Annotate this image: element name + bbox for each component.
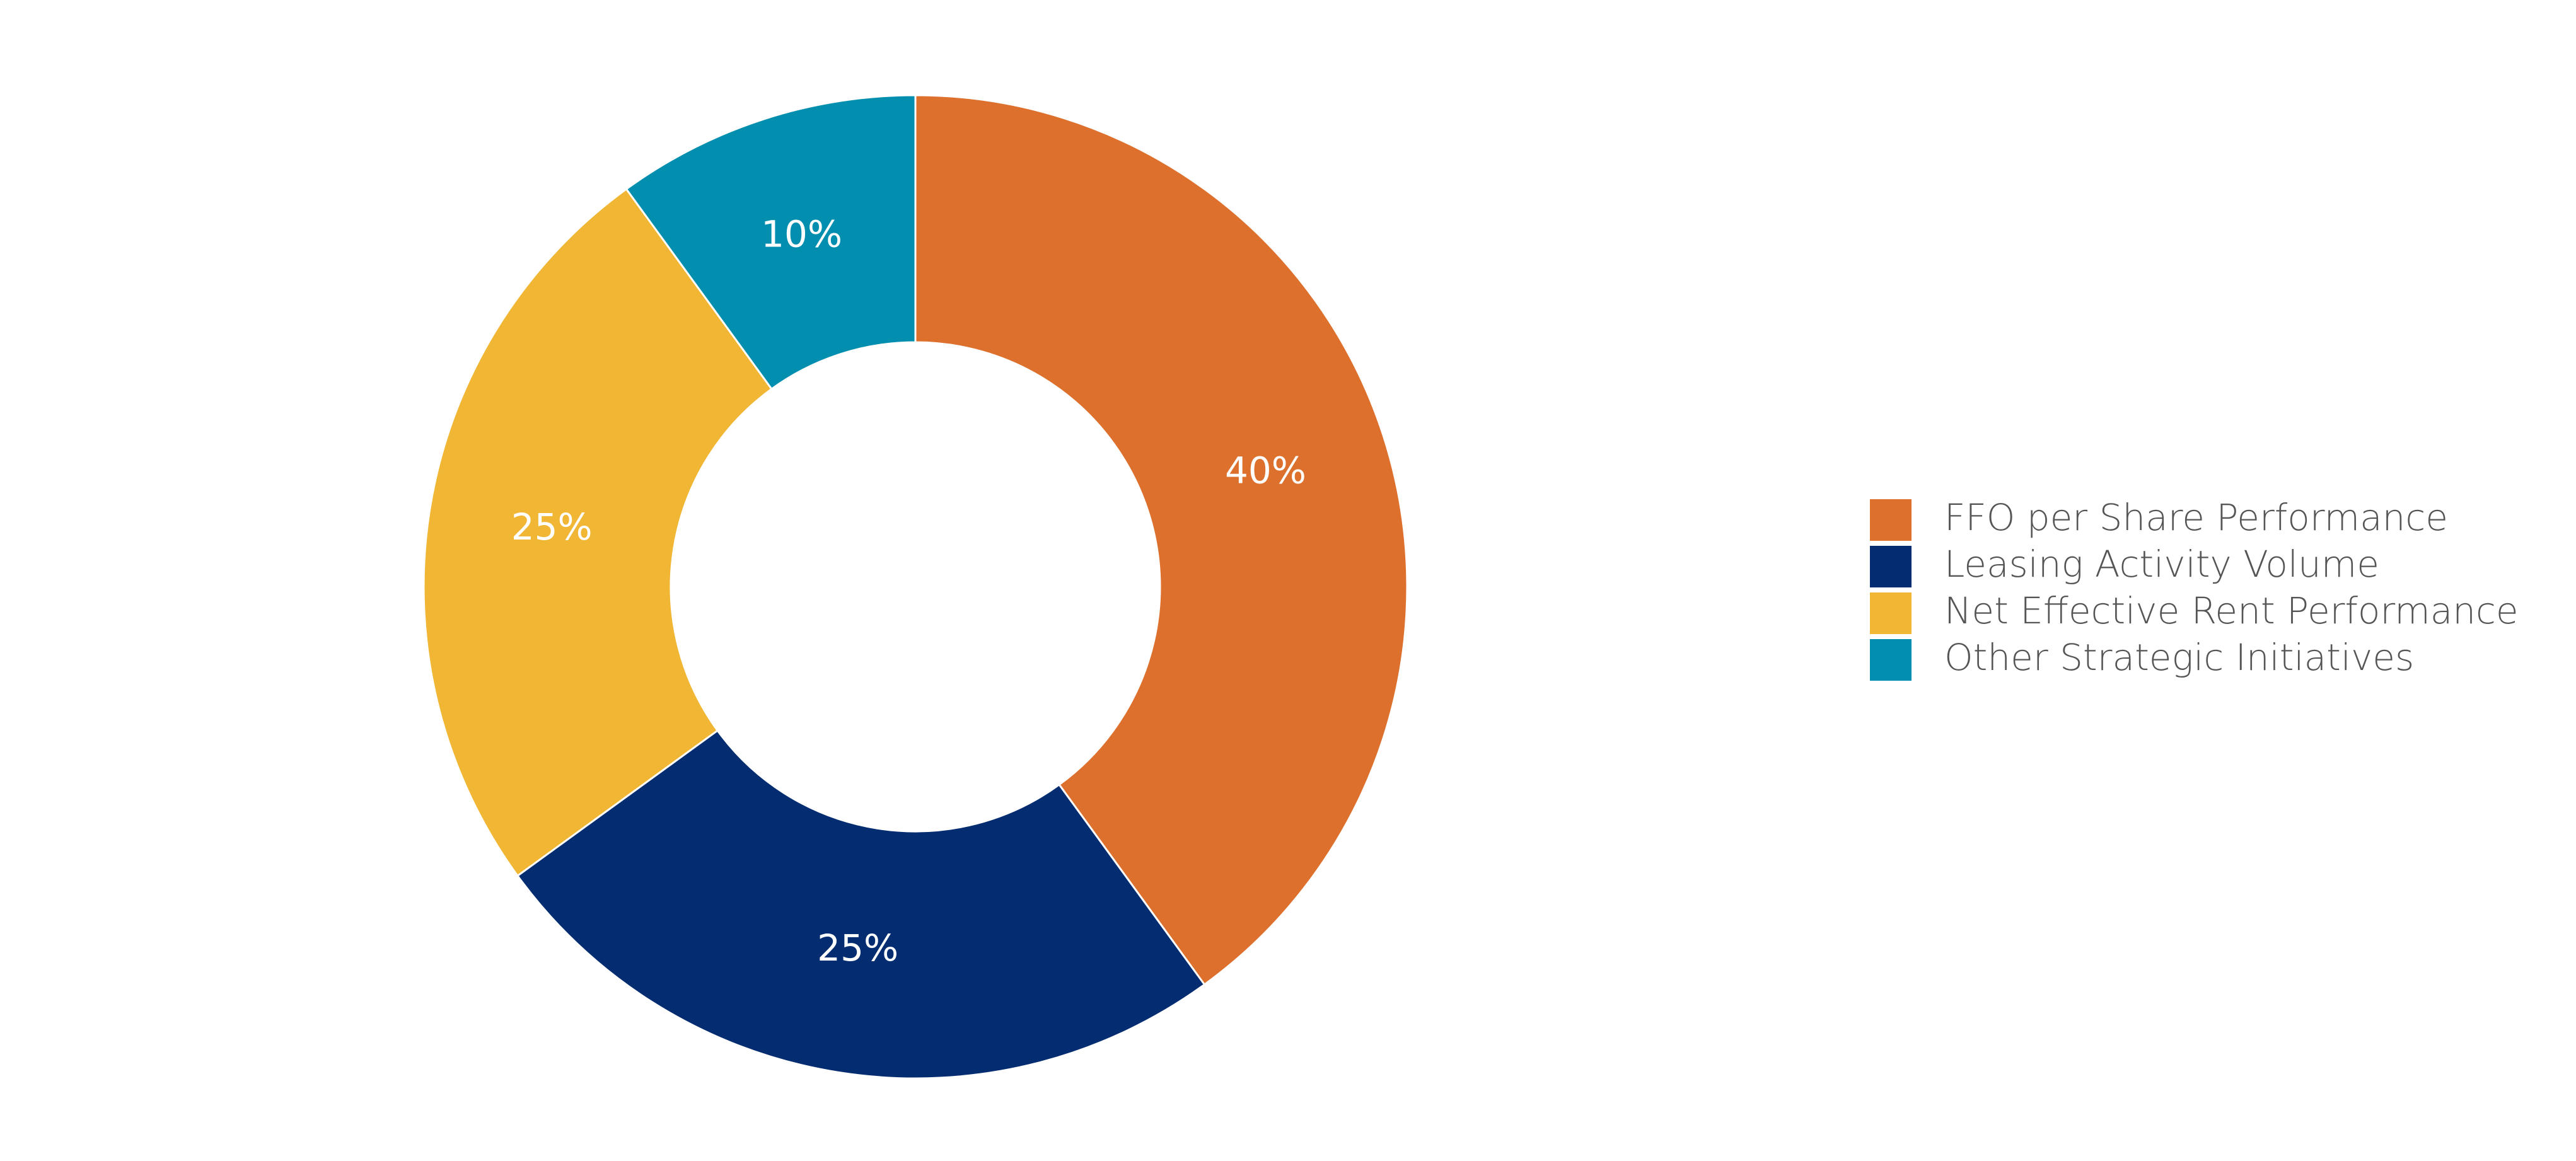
legend-label: Net Effective Rent Performance: [1944, 589, 2519, 632]
data-label: 40%: [1225, 449, 1306, 492]
legend-swatch: [1870, 546, 1912, 587]
data-label: 25%: [817, 927, 898, 969]
legend-label: Leasing Activity Volume: [1944, 543, 2379, 586]
legend-swatch: [1870, 499, 1912, 541]
wedge: [914, 94, 1408, 986]
legend-swatch: [1870, 639, 1912, 681]
data-label: 25%: [511, 505, 593, 548]
legend-label: Other Strategic Initiatives: [1944, 636, 2414, 679]
legend-label: FFO per Share Performance: [1944, 496, 2448, 539]
wedge: [422, 187, 774, 877]
wedge: [625, 94, 917, 391]
data-label: 10%: [761, 213, 842, 256]
wedge: [516, 729, 1206, 1080]
legend-swatch: [1870, 592, 1912, 634]
